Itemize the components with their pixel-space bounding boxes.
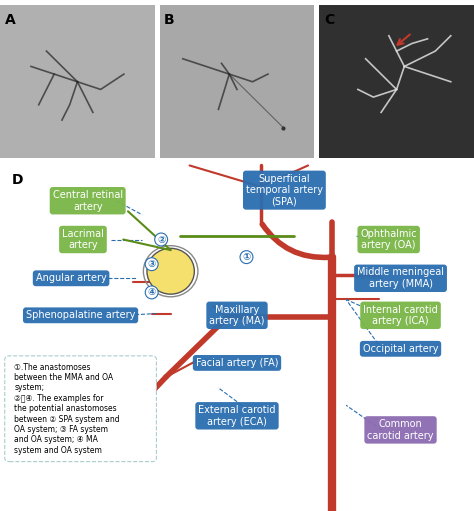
Text: C: C (324, 13, 334, 27)
Text: Angular artery: Angular artery (36, 273, 107, 283)
Text: Common
carotid artery: Common carotid artery (367, 419, 434, 440)
Ellipse shape (147, 248, 194, 294)
Text: Internal carotid
artery (ICA): Internal carotid artery (ICA) (363, 305, 438, 326)
Text: Maxillary
artery (MA): Maxillary artery (MA) (209, 305, 265, 326)
Text: ①: ① (242, 252, 251, 262)
Text: Ophthalmic
artery (OA): Ophthalmic artery (OA) (360, 229, 417, 250)
Text: External carotid
artery (ECA): External carotid artery (ECA) (198, 405, 276, 427)
Text: ④: ④ (147, 287, 156, 297)
Text: Superficial
temporal artery
(SPA): Superficial temporal artery (SPA) (246, 174, 323, 207)
Text: D: D (12, 173, 23, 187)
Text: Occipital artery: Occipital artery (363, 344, 438, 354)
Text: ②: ② (157, 235, 165, 244)
Text: ①.The anastomoses
between the MMA and OA
system;
②～④. The examples for
the poten: ①.The anastomoses between the MMA and OA… (14, 363, 120, 455)
Text: Middle meningeal
artery (MMA): Middle meningeal artery (MMA) (357, 267, 444, 289)
Text: A: A (5, 13, 15, 27)
Text: Central retinal
artery: Central retinal artery (53, 190, 123, 212)
FancyBboxPatch shape (5, 356, 156, 461)
Text: B: B (164, 13, 175, 27)
Text: Sphenopalatine artery: Sphenopalatine artery (26, 310, 135, 320)
Text: ③: ③ (147, 259, 156, 269)
Text: Lacrimal
artery: Lacrimal artery (62, 229, 104, 250)
Text: Facial artery (FA): Facial artery (FA) (196, 358, 278, 368)
